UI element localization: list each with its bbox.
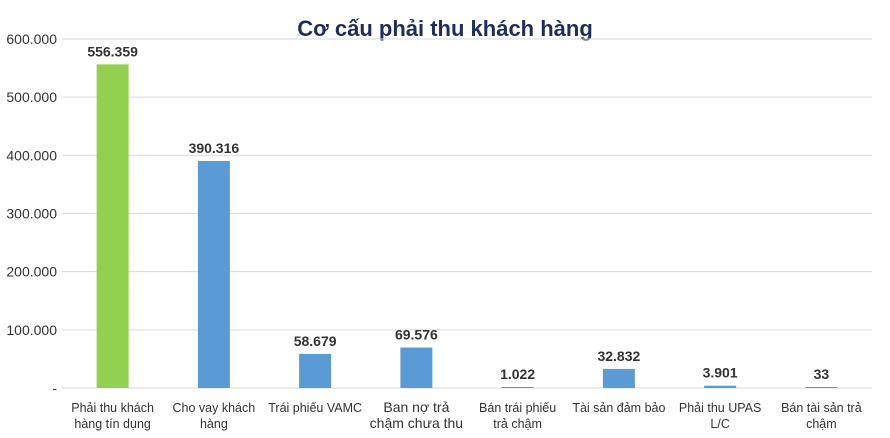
- x-tick-label-line: Phải thu UPAS: [679, 401, 761, 415]
- x-tick-label-line: Ban nợ trả: [383, 399, 449, 415]
- x-axis-category-labels: Phải thu khách hàng tín dụng Cho vay khách…: [71, 399, 861, 431]
- data-label: 32.832: [597, 348, 640, 364]
- y-tick-label: 600.000: [6, 31, 57, 47]
- y-tick-label: 400.000: [6, 147, 57, 163]
- bar: [400, 347, 433, 388]
- gridlines: [62, 38, 872, 389]
- x-tick-label-line: Bán trái phiếu: [479, 401, 556, 415]
- data-label: 58.679: [294, 333, 337, 349]
- data-label: 3.901: [703, 365, 738, 381]
- x-tick-label-line: chậm: [806, 417, 837, 431]
- data-labels: 556.359 390.316 58.679 69.576 1.022 32.832 3.9…: [87, 43, 829, 382]
- x-tick-label: Tài sản đảm bảo: [572, 401, 665, 415]
- x-tick-label: Trái phiếu VAMC: [268, 401, 362, 415]
- x-tick-label-line: L/C: [710, 417, 729, 431]
- y-tick-label: -: [52, 380, 57, 396]
- bar: [602, 368, 635, 388]
- bar: [805, 387, 838, 388]
- data-label: 556.359: [87, 43, 138, 59]
- x-tick-label-line: hàng tín dụng: [74, 417, 151, 431]
- x-tick-label-line: trả chậm: [493, 417, 542, 431]
- x-tick-label-line: chậm chưa thu: [370, 415, 463, 431]
- x-tick-label-line: Phải thu khách: [71, 401, 154, 415]
- y-tick-label: 200.000: [6, 264, 57, 280]
- y-tick-label: 100.000: [6, 322, 57, 338]
- data-label: 1.022: [500, 366, 535, 382]
- bar: [704, 385, 737, 388]
- x-tick-label: Phải thu khách hàng tín dụng: [71, 401, 154, 431]
- x-tick-label-line: Cho vay khách: [173, 401, 256, 415]
- x-tick-label: Bán trái phiếu trả chậm: [479, 401, 556, 431]
- chart-title: Cơ cấu phải thu khách hàng: [297, 16, 593, 41]
- x-tick-label: Ban nợ trả chậm chưa thu: [370, 399, 463, 431]
- y-axis-tick-labels: - 100.000 200.000 300.000 400.000 500.000 600.…: [6, 31, 57, 396]
- bar: [299, 353, 332, 388]
- x-tick-label-line: hàng: [200, 417, 228, 431]
- bar: [197, 160, 230, 388]
- data-label: 33: [814, 366, 830, 382]
- y-tick-label: 300.000: [6, 206, 57, 222]
- bar: [96, 64, 129, 388]
- x-tick-label-line: Tài sản đảm bảo: [572, 401, 665, 415]
- x-tick-label-line: Bán tài sản trả: [781, 401, 862, 415]
- bar: [501, 387, 534, 388]
- x-tick-label: Bán tài sản trả chậm: [781, 401, 862, 431]
- data-label: 390.316: [189, 140, 240, 156]
- x-tick-label: Phải thu UPAS L/C: [679, 401, 761, 431]
- y-tick-label: 500.000: [6, 89, 57, 105]
- data-label: 69.576: [395, 327, 438, 343]
- bars: [96, 64, 838, 388]
- x-tick-label-line: Trái phiếu VAMC: [268, 401, 362, 415]
- x-tick-label: Cho vay khách hàng: [173, 401, 256, 431]
